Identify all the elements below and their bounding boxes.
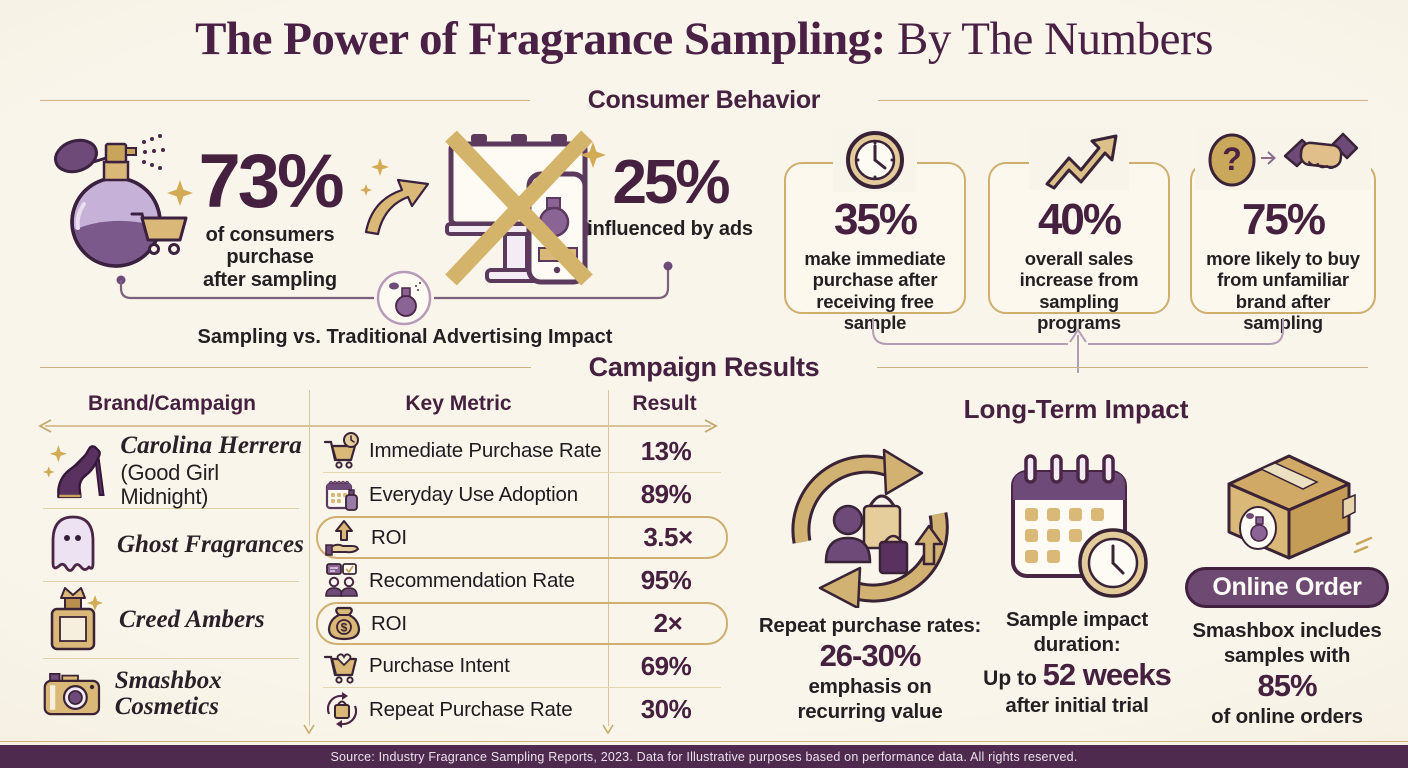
cart-heart-icon [323,647,361,685]
perfume-bottle-badge-icon [376,270,432,326]
campaign-results-heading: Campaign Results [588,352,820,382]
long-term-item-online-orders: Online Order Smashbox includes samples w… [1178,448,1396,729]
source-note: Source: Industry Fragrance Sampling Repo… [330,749,1078,764]
cart-clock-icon [323,432,361,470]
footer-bar: Source: Industry Fragrance Sampling Repo… [0,745,1408,768]
brand-row-ghost-fragrances: Ghost Fragrances [37,509,305,581]
title-rest: By The Numbers [885,13,1213,65]
sampling-stat: 73% of consumers purchase after sampling [170,144,370,291]
metric-row: Purchase Intent 69% [323,645,721,688]
curved-arrow-icon [360,158,430,236]
divider-line [877,367,1369,368]
ghost-icon [51,515,95,572]
handshake-icon [1283,132,1359,169]
stat-card-sales-increase: 40% overall sales increase from sampling… [988,128,1170,333]
long-term-impact-heading: Long-Term Impact [963,394,1189,424]
metric-row: Repeat Purchase Rate 30% [323,688,721,731]
sampling-vs-ads-flow: 73% of consumers purchase after sampling [40,120,753,350]
col-header-brand: Brand/Campaign [87,392,257,415]
divider-end-arrow [602,724,614,735]
card-value: 35% [833,195,918,244]
high-heel-icon [43,445,105,499]
page-title: The Power of Fragrance Sampling: By The … [0,12,1408,66]
shopping-cart-icon [130,212,188,255]
brand-row-creed-ambers: Creed Ambers [37,582,305,658]
online-order-badge: Online Order [1185,567,1389,608]
metric-row: Everyday Use Adoption 89% [323,473,721,516]
row-separator [43,581,299,582]
camera-icon [43,673,101,716]
metric-row: Recommendation Rate 95% [323,559,721,602]
shipping-box-icon [1227,454,1373,560]
brand-row-smashbox-cosmetics: Smashbox Cosmetics [37,659,305,729]
growth-arrow-icon [1029,128,1129,190]
col-header-metric: Key Metric [405,392,512,415]
bag-cycle-icon [323,691,361,729]
metric-row: Immediate Purchase Rate 13% [323,430,721,473]
money-bag-icon: $ [325,605,363,643]
ads-stat-caption: influenced by ads [587,218,753,240]
card-value: 40% [1037,195,1122,244]
ads-stat-value: 25% [612,148,730,217]
question-to-handshake-icon: ? [1195,128,1371,190]
brand-column: Carolina Herrera (Good Girl Midnight) Gh… [37,432,305,729]
sampling-stat-caption: of consumers purchase after sampling [203,224,337,291]
ads-stat: 25% influenced by ads [570,148,770,241]
perfume-flacon-icon [50,587,103,651]
people-chat-icon [323,562,361,600]
card-caption: make immediate purchase after receiving … [804,248,946,333]
consumer-behavior-header: Consumer Behavior [0,86,1408,115]
col-header-result: Result [632,392,697,415]
perfume-atomizer-cart-icon [53,134,193,268]
sparkle-icon [167,180,193,206]
crossed-out-advertising-icon [445,130,606,286]
long-term-item-sample-duration: Sample impact duration: Up to 52 weeks a… [972,450,1182,718]
svg-text:$: $ [341,620,348,634]
metric-row-highlighted: $ ROI 2× [316,602,728,645]
footer-divider-line [0,741,1408,742]
campaign-results-header: Campaign Results [0,352,1408,383]
cards-bracket-connector [872,318,1284,373]
header-underline-arrows [38,419,718,433]
metric-row-highlighted: ROI 3.5× [316,516,728,559]
hand-up-arrow-icon [325,519,363,557]
brand-row-carolina-herrera: Carolina Herrera (Good Girl Midnight) [37,432,305,509]
divider-line [40,367,531,368]
long-term-item-repeat-purchase: Repeat purchase rates: 26-30% emphasis o… [758,444,982,724]
row-separator [43,658,299,659]
card-caption: overall sales increase from sampling pro… [1019,248,1139,333]
sampling-stat-value: 73% [198,139,344,224]
comparison-label: Sampling vs. Traditional Advertising Imp… [197,326,613,348]
sparkle-icon [580,142,606,168]
arrow-right-icon [1261,151,1276,165]
svg-text:?: ? [1222,141,1242,177]
title-emphasis: The Power of Fragrance Sampling: [195,13,886,65]
column-divider [309,390,310,726]
divider-end-arrow [303,724,315,735]
consumer-behavior-heading: Consumer Behavior [587,86,821,114]
calendar-bottle-icon [323,476,361,514]
clock-icon [833,128,917,192]
calendar-clock-icon [1011,454,1148,598]
row-separator [43,508,299,509]
divider-line [40,100,530,101]
campaign-table: Brand/Campaign Key Metric Result [35,390,728,738]
stat-card-immediate-purchase: 35% make immediate purchase after receiv… [784,128,966,333]
metric-column: Immediate Purchase Rate 13% [316,430,728,731]
gold-cross-icon [445,130,593,286]
stat-card-unfamiliar-brand: ? 75% more likely to buy from unfamiliar… [1190,128,1376,333]
divider-line [878,100,1368,101]
question-icon: ? [1208,133,1256,187]
card-value: 75% [1241,195,1326,244]
comparison-connector [116,261,673,326]
repeat-cycle-shopper-icon [791,448,949,610]
